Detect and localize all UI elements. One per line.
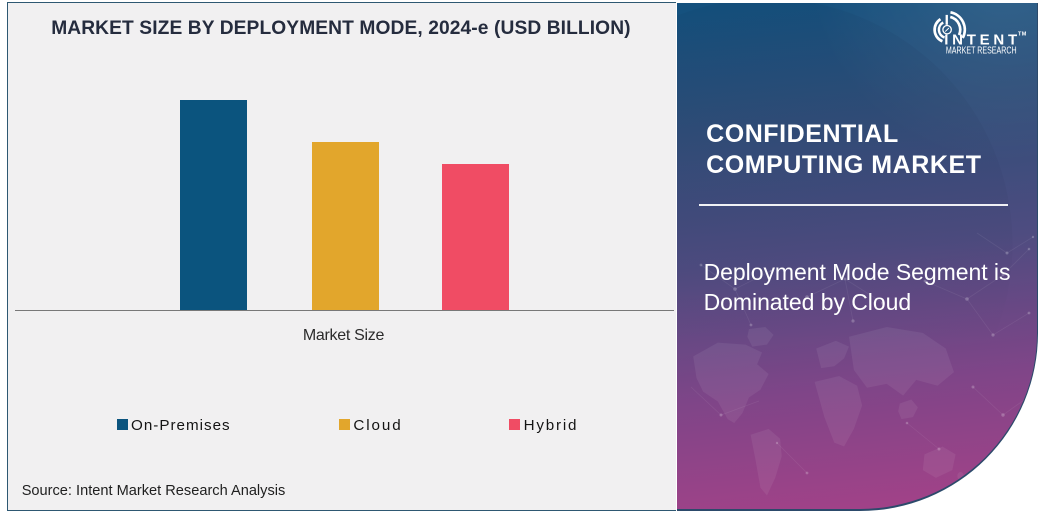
svg-text:INTENT: INTENT [944,32,1017,49]
svg-text:TM: TM [1018,32,1027,38]
svg-text:MARKET RESEARCH: MARKET RESEARCH [946,45,1017,57]
